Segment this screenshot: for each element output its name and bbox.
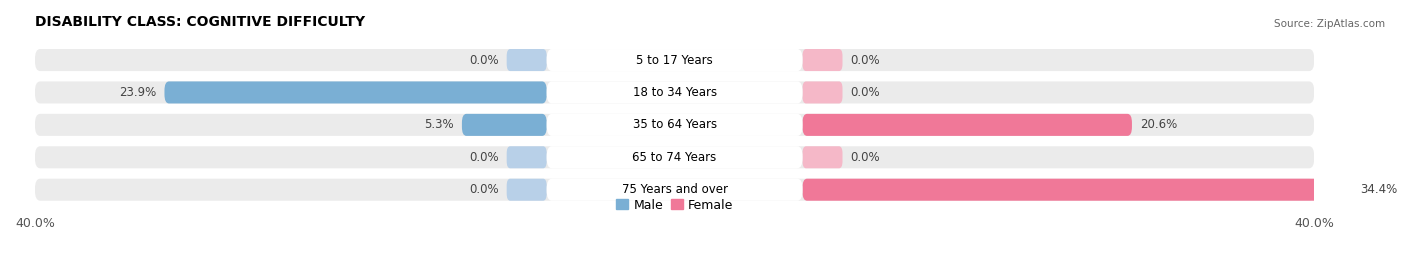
Text: 0.0%: 0.0% bbox=[470, 183, 499, 196]
Text: 75 Years and over: 75 Years and over bbox=[621, 183, 727, 196]
FancyBboxPatch shape bbox=[506, 179, 547, 201]
FancyBboxPatch shape bbox=[803, 114, 1132, 136]
Text: 0.0%: 0.0% bbox=[851, 86, 880, 99]
FancyBboxPatch shape bbox=[463, 114, 547, 136]
Legend: Male, Female: Male, Female bbox=[610, 194, 738, 217]
Text: 0.0%: 0.0% bbox=[470, 54, 499, 66]
FancyBboxPatch shape bbox=[547, 179, 803, 201]
Text: 0.0%: 0.0% bbox=[851, 54, 880, 66]
Text: 5 to 17 Years: 5 to 17 Years bbox=[637, 54, 713, 66]
Text: 0.0%: 0.0% bbox=[470, 151, 499, 164]
Text: 5.3%: 5.3% bbox=[425, 118, 454, 131]
FancyBboxPatch shape bbox=[506, 49, 547, 71]
FancyBboxPatch shape bbox=[547, 82, 803, 104]
FancyBboxPatch shape bbox=[35, 49, 1315, 71]
FancyBboxPatch shape bbox=[35, 114, 1315, 136]
FancyBboxPatch shape bbox=[803, 49, 842, 71]
Text: Source: ZipAtlas.com: Source: ZipAtlas.com bbox=[1274, 19, 1385, 29]
Text: 35 to 64 Years: 35 to 64 Years bbox=[633, 118, 717, 131]
FancyBboxPatch shape bbox=[165, 82, 547, 104]
Text: 18 to 34 Years: 18 to 34 Years bbox=[633, 86, 717, 99]
Text: DISABILITY CLASS: COGNITIVE DIFFICULTY: DISABILITY CLASS: COGNITIVE DIFFICULTY bbox=[35, 15, 366, 29]
Text: 23.9%: 23.9% bbox=[120, 86, 156, 99]
FancyBboxPatch shape bbox=[35, 179, 1315, 201]
FancyBboxPatch shape bbox=[35, 146, 1315, 168]
FancyBboxPatch shape bbox=[803, 179, 1353, 201]
Text: 20.6%: 20.6% bbox=[1140, 118, 1177, 131]
FancyBboxPatch shape bbox=[547, 146, 803, 168]
FancyBboxPatch shape bbox=[35, 82, 1315, 104]
Text: 34.4%: 34.4% bbox=[1361, 183, 1398, 196]
FancyBboxPatch shape bbox=[547, 49, 803, 71]
Text: 65 to 74 Years: 65 to 74 Years bbox=[633, 151, 717, 164]
FancyBboxPatch shape bbox=[506, 146, 547, 168]
Text: 0.0%: 0.0% bbox=[851, 151, 880, 164]
FancyBboxPatch shape bbox=[547, 114, 803, 136]
FancyBboxPatch shape bbox=[803, 146, 842, 168]
FancyBboxPatch shape bbox=[803, 82, 842, 104]
